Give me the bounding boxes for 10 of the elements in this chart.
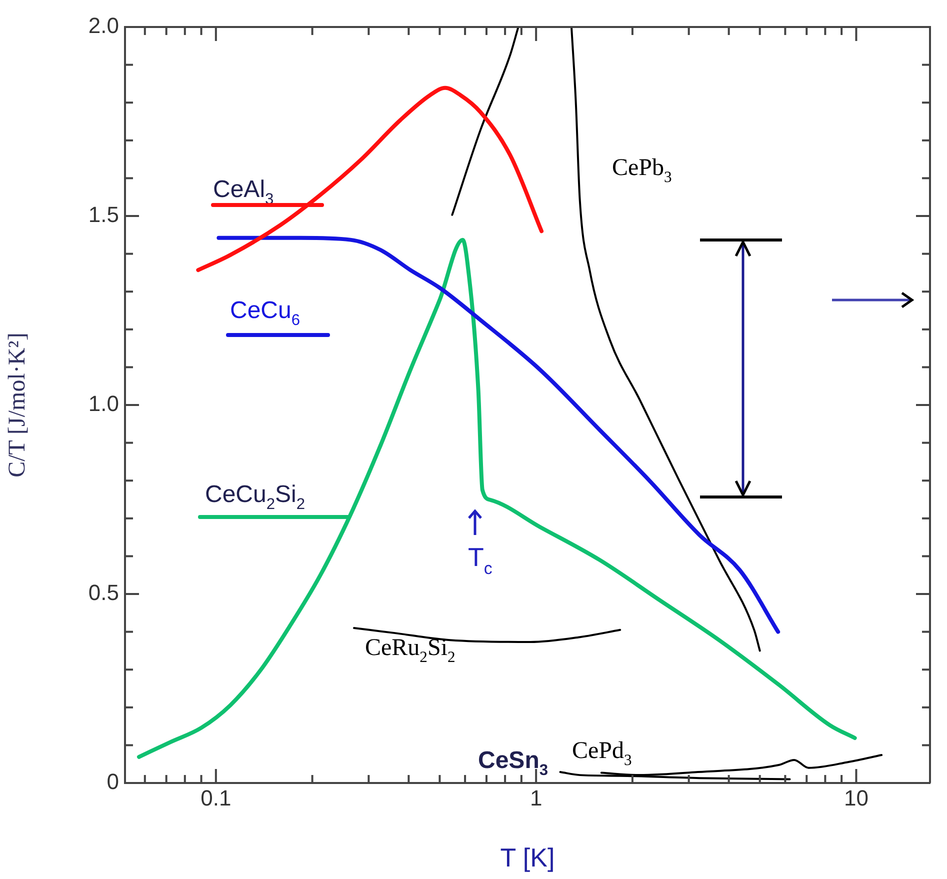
y-axis-title: C/T [J/mol·K²] [4,332,31,478]
y-tick-label: 0.5 [88,580,119,606]
x-tick-label: 1 [530,785,542,810]
x-axis-title: T [K] [500,842,555,873]
y-tick-label: 1.0 [88,391,119,416]
x-tick-label: 0.1 [200,785,232,810]
y-tick-label: 0 [106,769,119,794]
y-tick-label: 1.5 [88,202,119,228]
y-tick-label: 2.0 [88,13,119,38]
x-tick-label: 10 [844,785,868,810]
